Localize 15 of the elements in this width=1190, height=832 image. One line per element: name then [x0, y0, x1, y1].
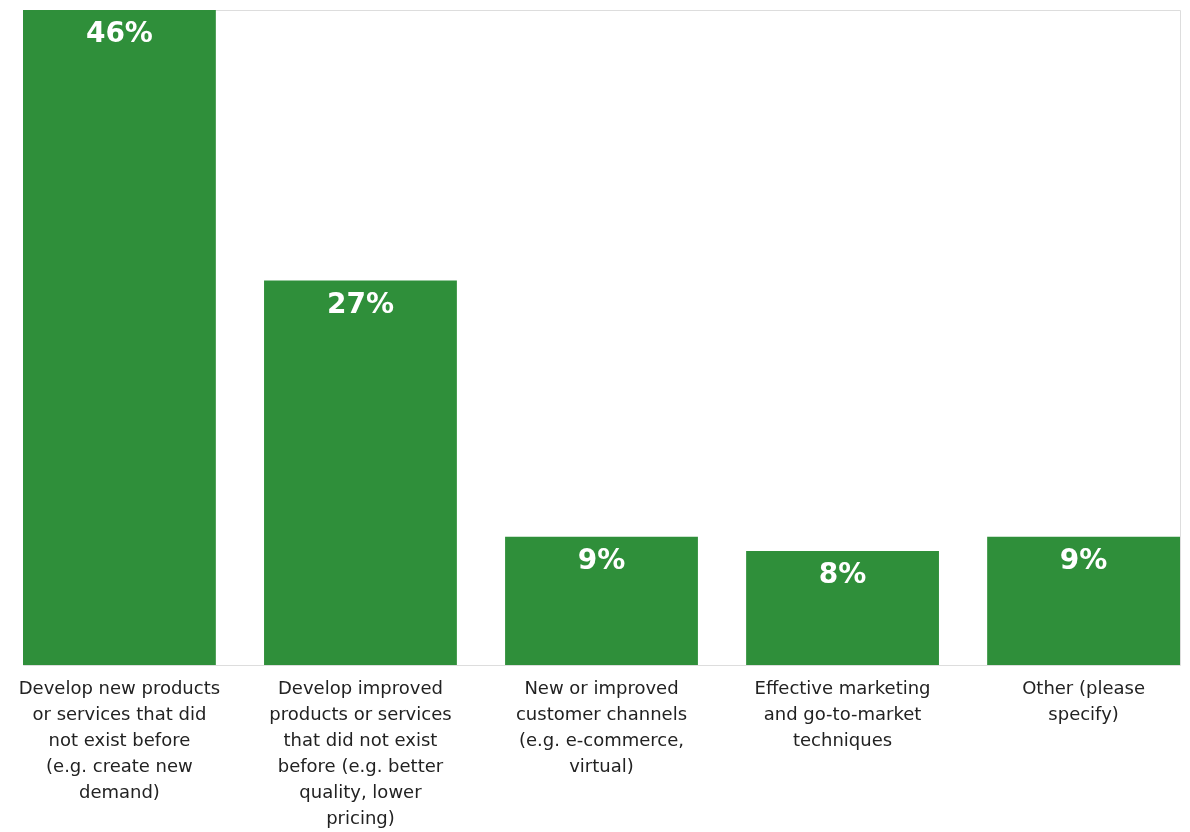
data-label: 46%: [85, 16, 153, 49]
x-tick-label: Other (please specify): [1022, 676, 1146, 724]
data-label: 9%: [577, 542, 626, 576]
x-tick-label: Develop improved products or services that did not exist before (e.g. better quality, lower pricing): [269, 676, 452, 828]
x-tick-label: Develop new products or services that did not exist before (e.g. create new demand): [18, 676, 221, 802]
data-label: 9%: [1059, 542, 1108, 576]
bar: [264, 280, 457, 665]
data-label: 8%: [818, 557, 867, 591]
data-label: 27%: [326, 286, 394, 320]
bar: [505, 536, 698, 665]
x-tick-label: Effective marketing and go-to-market techniques: [754, 676, 931, 750]
bar: [987, 536, 1180, 665]
x-tick-label: New or improved customer channels (e.g. e-commerce, virtual): [515, 676, 688, 776]
bar: [23, 10, 216, 665]
bar: [746, 551, 939, 665]
